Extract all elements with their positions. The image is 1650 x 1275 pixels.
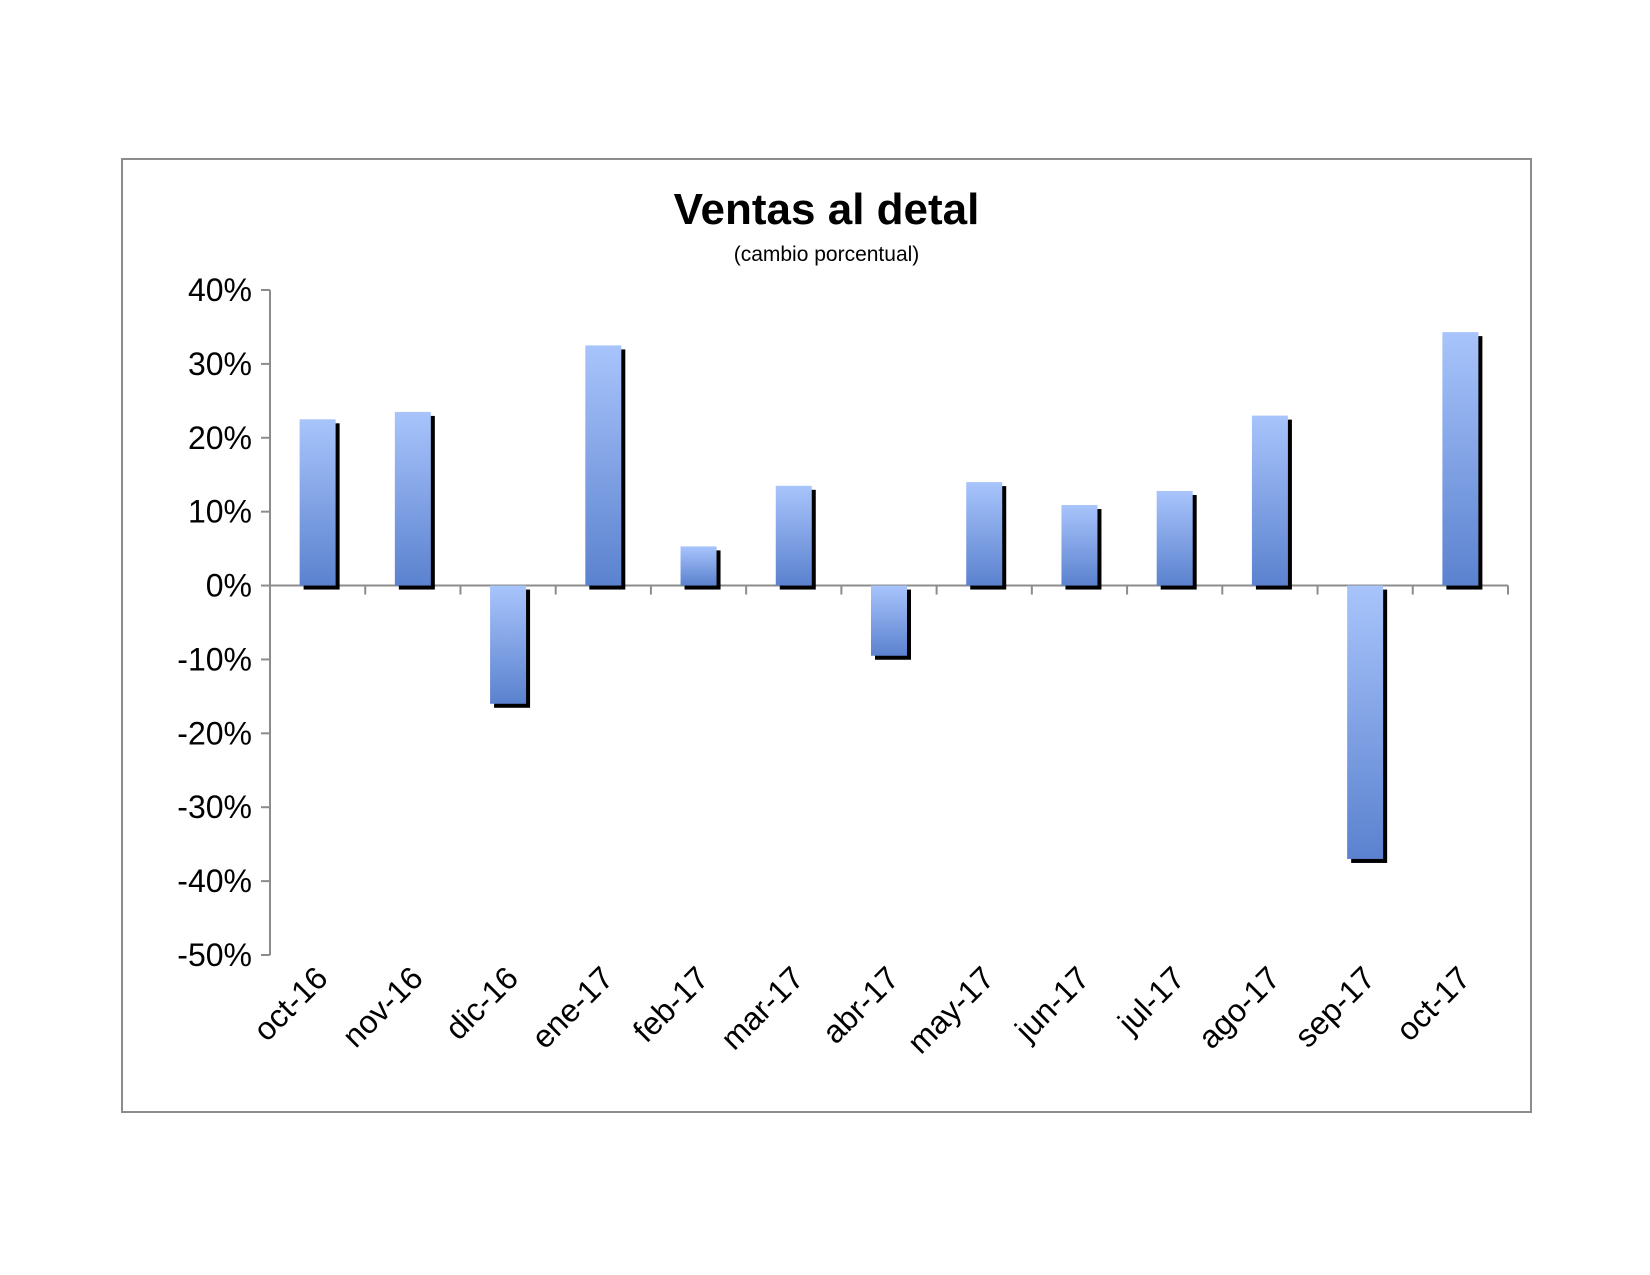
bar [871, 585, 907, 656]
bar [1347, 585, 1384, 859]
bar [775, 485, 812, 586]
chart-frame: Ventas al detal (cambio porcentual) 40% 3… [121, 158, 1532, 1113]
x-tick-label: ene-17 [524, 959, 620, 1055]
x-tick-label: sep-17 [1287, 959, 1382, 1054]
x-tick-label: dic-16 [438, 959, 525, 1046]
x-tick-label: oct-17 [1389, 959, 1477, 1047]
x-tick-label: abr-17 [815, 959, 906, 1050]
chart-subtitle: (cambio porcentual) [733, 243, 920, 266]
bar [966, 482, 1003, 586]
y-tick-label: 30% [188, 346, 252, 382]
y-tick-label: -40% [177, 863, 252, 899]
x-tick-label: mar-17 [714, 959, 811, 1056]
y-tick-label: 10% [188, 494, 252, 530]
bar [490, 585, 527, 704]
bar [1442, 332, 1479, 586]
x-tick-label: oct-16 [246, 959, 334, 1047]
y-tick-label: -30% [177, 789, 252, 825]
bar [1156, 490, 1193, 586]
y-tick-label: -20% [177, 715, 252, 751]
bar [1251, 415, 1288, 586]
x-tick-label: jun-17 [1007, 959, 1096, 1048]
bar [585, 345, 622, 586]
bar [394, 411, 431, 586]
bar [299, 419, 336, 586]
bar-chart-plot: 40% 30% 20% 10% 0% -10% -20% -30% -40% -50% oct-1… [177, 272, 1509, 1060]
x-tick-label: feb-17 [626, 959, 716, 1049]
y-tick-label: 20% [188, 420, 252, 456]
y-tick-label: 40% [188, 272, 252, 308]
x-tick-label: jul-17 [1110, 959, 1192, 1041]
bar [680, 546, 717, 586]
x-tick-label: nov-16 [335, 959, 430, 1054]
x-tick-label: ago-17 [1191, 959, 1287, 1055]
x-tick-label: may-17 [900, 959, 1001, 1060]
y-tick-label: 0% [206, 568, 252, 604]
bar [1061, 505, 1098, 586]
y-tick-label: -10% [177, 641, 252, 677]
chart-title: Ventas al detal [673, 185, 980, 234]
y-tick-label: -50% [177, 937, 252, 973]
